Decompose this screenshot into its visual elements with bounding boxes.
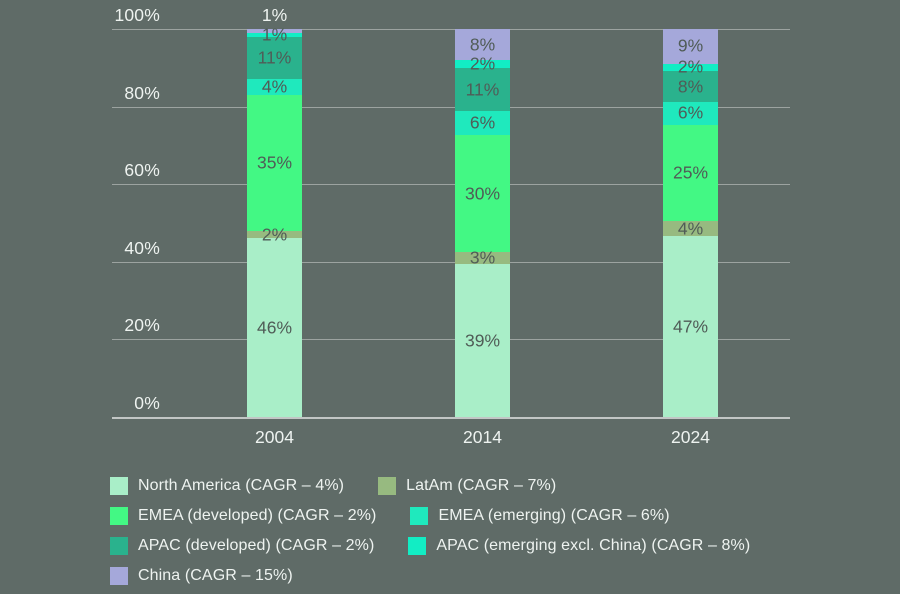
- bar-segment-emea-developed-: 25%: [663, 125, 718, 222]
- bar-segment-china: 1%: [247, 5, 302, 33]
- legend-item: China (CAGR – 15%): [110, 566, 293, 585]
- bar-segment-value-label: 4%: [677, 218, 704, 239]
- legend-swatch-icon: [110, 566, 128, 585]
- bar-segment-apac-emerging-excl-china-: 1%: [247, 24, 302, 44]
- legend-row: North America (CAGR – 4%) LatAm (CAGR – 7…: [110, 476, 750, 495]
- plot-area: 100% 80% 60% 40% 20% 0% 1% 1% 11% 4% 35% 2% 46% 2004 8…: [112, 5, 790, 447]
- bar-segment-apac-emerging-excl-china-: 2%: [663, 57, 718, 77]
- y-axis-tick-label: 20%: [124, 315, 160, 336]
- chart-legend: North America (CAGR – 4%) LatAm (CAGR – 7…: [110, 476, 750, 585]
- gridline-100: [112, 29, 790, 30]
- legend-item: LatAm (CAGR – 7%): [378, 476, 556, 495]
- legend-item-label: APAC (emerging excl. China) (CAGR – 8%): [436, 536, 751, 554]
- legend-swatch-icon: [408, 536, 427, 555]
- bar-segment-value-label: 9%: [677, 35, 704, 56]
- legend-swatch-icon: [110, 506, 128, 525]
- bar-segment-latam: 4%: [663, 218, 718, 238]
- bar-segment-value-label: 8%: [469, 34, 496, 55]
- legend-item-label: China (CAGR – 15%): [138, 566, 293, 584]
- bar-segment-value-label: 11%: [465, 79, 500, 100]
- bar-segment-latam: 2%: [247, 224, 302, 244]
- bar-segment-china: 8%: [455, 29, 510, 61]
- bar-segment-north-america: 47%: [663, 236, 718, 417]
- bar-segment-emea-developed-: 35%: [247, 94, 302, 231]
- gridline-20: [112, 339, 790, 341]
- bar-segment-latam: 3%: [455, 248, 510, 268]
- bar-segment-value-label: 3%: [469, 247, 496, 268]
- stacked-bar-2014: 8% 2% 11% 6% 30% 3% 39%: [455, 29, 510, 417]
- legend-item-label: LatAm (CAGR – 7%): [406, 476, 557, 494]
- bar-segment-apac-developed-: 8%: [663, 71, 718, 102]
- legend-item: North America (CAGR – 4%): [110, 476, 344, 495]
- y-axis-tick-label: 100%: [114, 5, 160, 25]
- y-axis-tick-label: 40%: [124, 237, 160, 258]
- legend-item-label: APAC (developed) (CAGR – 2%): [138, 536, 375, 554]
- legend-item: EMEA (emerging) (CAGR – 6%): [410, 506, 670, 525]
- bar-segment-apac-emerging-excl-china-: 2%: [455, 54, 510, 74]
- gridline-80: [112, 106, 790, 108]
- stacked-bar-2004: 1% 1% 11% 4% 35% 2% 46%: [247, 5, 302, 417]
- bar-segment-value-label: 2%: [261, 224, 288, 245]
- bar-segment-north-america: 39%: [455, 264, 510, 417]
- bar-segment-north-america: 46%: [247, 238, 302, 417]
- bar-segment-value-label: 8%: [677, 76, 704, 97]
- bar-segment-value-label: 1%: [261, 5, 288, 25]
- bar-segment-emea-emerging-: 4%: [247, 77, 302, 97]
- gridline-60: [112, 184, 790, 186]
- bar-segment-value-label: 6%: [677, 102, 704, 123]
- legend-swatch-icon: [410, 506, 429, 525]
- bar-segment-value-label: 47%: [672, 316, 709, 337]
- bar-segment-value-label: 2%: [469, 53, 496, 74]
- stacked-bar-2024: 9% 2% 8% 6% 25% 4% 47%: [663, 29, 718, 417]
- bar-segment-value-label: 4%: [261, 76, 288, 97]
- legend-item-label: North America (CAGR – 4%): [138, 476, 345, 494]
- legend-row: China (CAGR – 15%): [110, 566, 750, 585]
- bar-segment-emea-developed-: 30%: [455, 134, 510, 253]
- y-axis-tick-label: 80%: [124, 82, 160, 103]
- legend-item-label: EMEA (developed) (CAGR – 2%): [138, 506, 377, 524]
- legend-swatch-icon: [378, 476, 397, 495]
- gridline-0: [112, 417, 790, 419]
- x-axis-tick-label: 2014: [463, 427, 502, 447]
- gridline-40: [112, 261, 790, 263]
- legend-swatch-icon: [110, 476, 128, 495]
- bar-segment-emea-emerging-: 6%: [663, 101, 718, 125]
- bar-segment-apac-developed-: 11%: [247, 36, 302, 80]
- legend-item: APAC (emerging excl. China) (CAGR – 8%): [408, 536, 750, 555]
- bar-segment-value-label: 30%: [464, 183, 501, 204]
- bar-segment-value-label: 39%: [464, 330, 501, 351]
- legend-item-label: EMEA (emerging) (CAGR – 6%): [438, 506, 670, 524]
- bar-segment-value-label: 35%: [256, 152, 293, 173]
- bar-segment-apac-developed-: 11%: [455, 68, 510, 112]
- y-axis-tick-label: 60%: [124, 160, 160, 181]
- bar-segment-value-label: 1%: [261, 24, 288, 45]
- bar-segment-value-label: 11%: [257, 47, 292, 68]
- x-axis-tick-label: 2004: [255, 427, 294, 447]
- legend-item: EMEA (developed) (CAGR – 2%): [110, 506, 376, 525]
- bar-segment-value-label: 25%: [672, 162, 709, 183]
- legend-item: APAC (developed) (CAGR – 2%): [110, 536, 374, 555]
- legend-row: APAC (developed) (CAGR – 2%) APAC (emergi…: [110, 536, 750, 555]
- bar-segment-china: 9%: [663, 29, 718, 64]
- bar-segment-value-label: 6%: [469, 112, 496, 133]
- bar-segment-value-label: 2%: [677, 56, 704, 77]
- legend-row: EMEA (developed) (CAGR – 2%) EMEA (emergi…: [110, 506, 750, 525]
- y-axis-tick-label: 0%: [134, 393, 160, 413]
- x-axis-tick-label: 2024: [671, 427, 710, 447]
- bar-segment-emea-emerging-: 6%: [455, 111, 510, 135]
- legend-swatch-icon: [110, 536, 128, 555]
- bar-segment-value-label: 46%: [256, 317, 293, 338]
